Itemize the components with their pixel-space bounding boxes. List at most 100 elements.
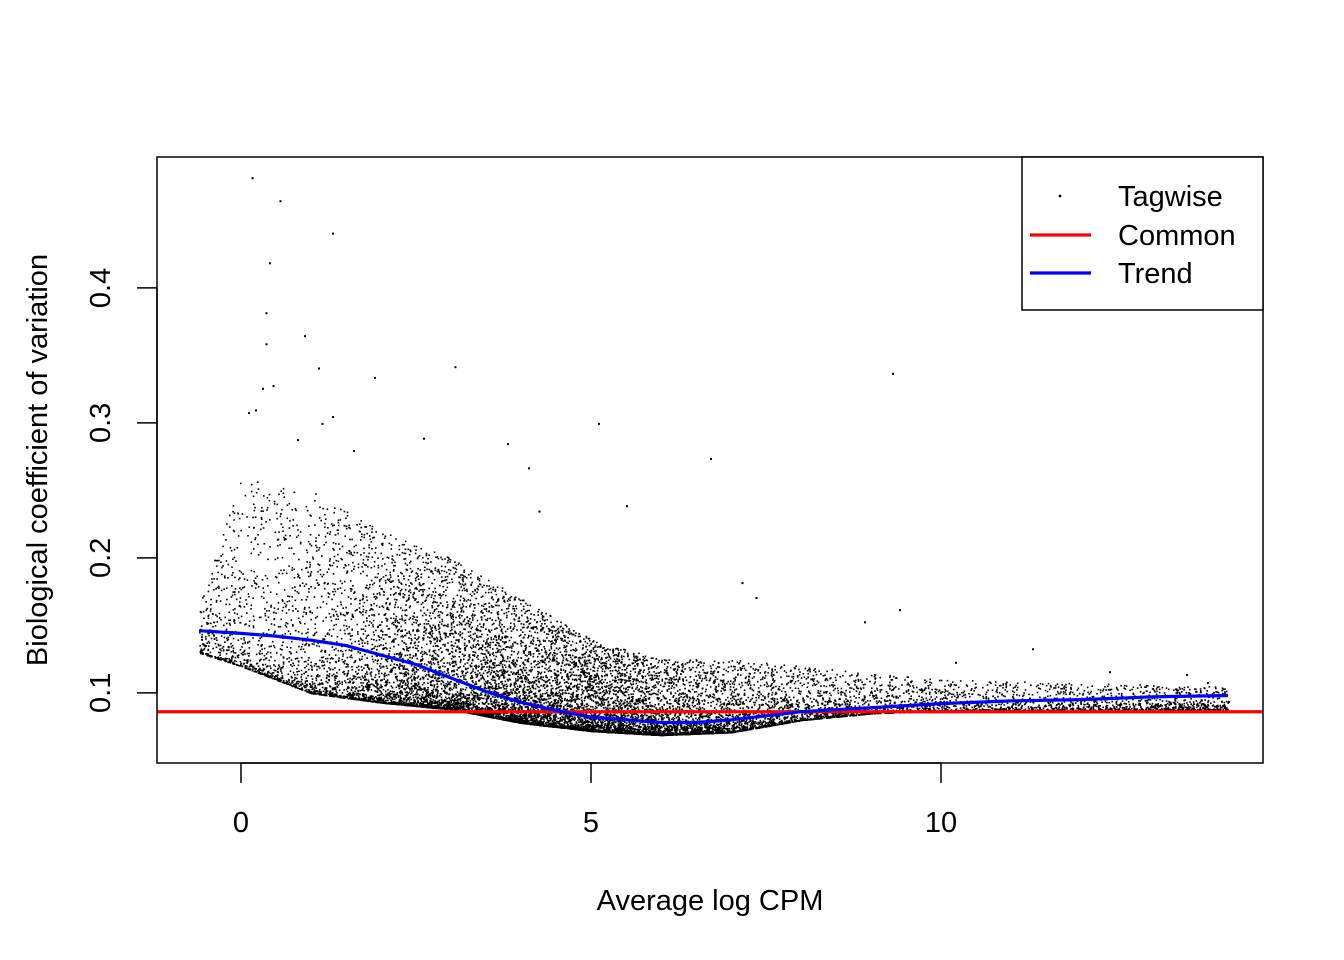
tagwise-point xyxy=(353,592,355,594)
tagwise-point xyxy=(525,610,527,613)
tagwise-point xyxy=(577,704,579,706)
tagwise-point xyxy=(1181,691,1183,693)
tagwise-point xyxy=(351,628,354,630)
tagwise-point xyxy=(685,726,688,728)
tagwise-point xyxy=(672,719,675,721)
tagwise-point xyxy=(364,664,366,666)
tagwise-point xyxy=(692,712,695,715)
tagwise-point xyxy=(464,697,466,699)
tagwise-point xyxy=(337,532,339,535)
tagwise-point xyxy=(324,535,327,538)
tagwise-point xyxy=(428,674,430,677)
tagwise-point xyxy=(822,674,825,677)
tagwise-point xyxy=(259,637,261,640)
tagwise-point xyxy=(739,698,742,700)
tagwise-point xyxy=(778,688,781,691)
tagwise-point xyxy=(539,659,542,662)
tagwise-point xyxy=(605,689,607,691)
tagwise-point xyxy=(1086,703,1088,705)
tagwise-point xyxy=(432,695,434,698)
tagwise-point xyxy=(261,648,263,650)
tagwise-point xyxy=(411,688,413,690)
tagwise-point xyxy=(258,639,260,642)
tagwise-point xyxy=(1017,704,1020,707)
tagwise-point xyxy=(288,681,291,684)
tagwise-point xyxy=(615,721,617,723)
tagwise-point xyxy=(791,690,794,692)
tagwise-point xyxy=(210,604,212,606)
tagwise-point xyxy=(1145,707,1148,709)
tagwise-point xyxy=(350,696,352,699)
tagwise-point xyxy=(431,627,433,629)
tagwise-point xyxy=(360,554,362,556)
tagwise-point xyxy=(1012,704,1014,706)
tagwise-point xyxy=(662,723,665,726)
tagwise-point xyxy=(647,706,649,708)
tagwise-point xyxy=(338,695,341,697)
tagwise-point xyxy=(1020,707,1023,710)
tagwise-point xyxy=(642,681,644,684)
tagwise-point xyxy=(409,693,412,695)
tagwise-point xyxy=(380,691,382,693)
tagwise-point xyxy=(617,649,620,652)
tagwise-point xyxy=(339,548,341,550)
tagwise-point xyxy=(727,680,729,683)
tagwise-point xyxy=(824,704,827,707)
tagwise-point xyxy=(754,669,756,671)
tagwise-point xyxy=(826,715,828,718)
tagwise-point xyxy=(316,607,319,609)
tagwise-point xyxy=(260,523,263,526)
tagwise-point xyxy=(446,606,449,608)
tagwise-point xyxy=(866,700,869,702)
tagwise-point xyxy=(494,658,496,661)
tagwise-point xyxy=(826,703,829,705)
tagwise-point xyxy=(380,698,383,700)
tagwise-point xyxy=(934,698,936,700)
tagwise-point xyxy=(1093,700,1095,702)
tagwise-point xyxy=(572,696,574,698)
tagwise-point xyxy=(391,641,393,643)
tagwise-point xyxy=(567,663,570,666)
tagwise-point xyxy=(465,705,468,708)
tagwise-point xyxy=(510,654,513,656)
tagwise-point xyxy=(444,594,447,597)
tagwise-point xyxy=(586,648,589,651)
tagwise-point xyxy=(590,709,592,711)
tagwise-point xyxy=(983,709,986,711)
tagwise-point xyxy=(238,591,240,593)
tagwise-point xyxy=(437,660,440,663)
tagwise-point xyxy=(292,624,294,626)
tagwise-point xyxy=(585,637,588,639)
tagwise-point xyxy=(1212,697,1214,699)
tagwise-point xyxy=(436,688,438,691)
tagwise-point xyxy=(399,663,401,665)
tagwise-point xyxy=(205,653,207,655)
tagwise-point xyxy=(594,707,596,710)
tagwise-point xyxy=(634,703,636,706)
tagwise-point xyxy=(1014,686,1016,688)
tagwise-point xyxy=(310,686,313,688)
tagwise-point xyxy=(263,591,265,594)
tagwise-point xyxy=(646,691,648,693)
tagwise-point xyxy=(607,713,610,716)
tagwise-point xyxy=(1125,703,1127,705)
tagwise-point xyxy=(357,665,360,668)
tagwise-point xyxy=(308,643,310,646)
tagwise-point xyxy=(749,718,751,721)
tagwise-point xyxy=(738,662,741,664)
tagwise-point xyxy=(354,659,357,662)
tagwise-point xyxy=(926,707,929,710)
tagwise-point xyxy=(1121,700,1124,702)
tagwise-point xyxy=(621,674,624,677)
tagwise-point xyxy=(390,617,392,619)
tagwise-point xyxy=(537,670,539,673)
tagwise-point xyxy=(642,717,644,719)
tagwise-point xyxy=(300,646,303,648)
tagwise-point xyxy=(475,664,477,667)
tagwise-point xyxy=(1045,684,1048,687)
tagwise-point xyxy=(497,613,500,615)
tagwise-point xyxy=(456,611,459,613)
tagwise-point xyxy=(715,715,718,718)
tagwise-point xyxy=(697,708,700,710)
tagwise-point xyxy=(541,611,543,614)
